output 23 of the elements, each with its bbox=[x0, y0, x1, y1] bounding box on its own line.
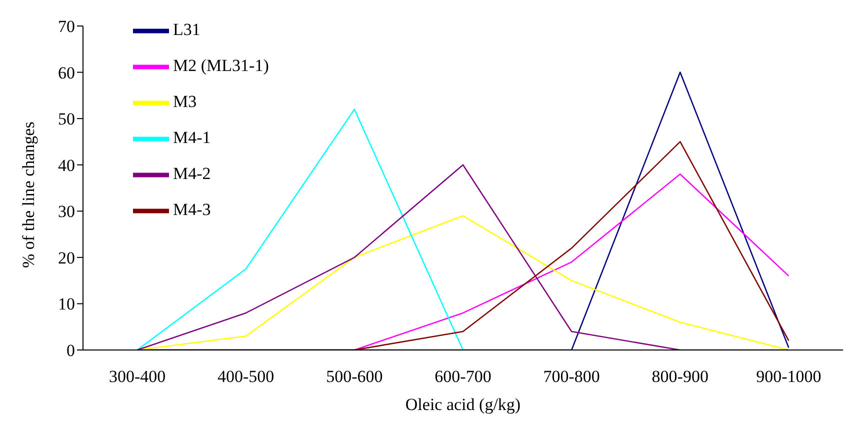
y-tick-label: 40 bbox=[58, 156, 75, 175]
x-tick-label: 900-1000 bbox=[756, 367, 822, 386]
x-tick-label: 600-700 bbox=[434, 367, 492, 386]
x-tick-label: 500-600 bbox=[326, 367, 383, 386]
y-tick-label: 10 bbox=[58, 294, 75, 314]
y-tick-label: 30 bbox=[58, 202, 75, 222]
legend-label: M2 (ML31-1) bbox=[173, 56, 269, 75]
x-tick-label: 700-800 bbox=[543, 367, 600, 386]
x-tick-label: 300-400 bbox=[108, 367, 166, 386]
y-axis-title: % of the line changes bbox=[19, 122, 38, 268]
y-tick-label: 20 bbox=[58, 248, 75, 268]
legend-label: L31 bbox=[173, 20, 200, 39]
legend-label: M4-2 bbox=[173, 164, 211, 183]
x-tick-label: 800-900 bbox=[652, 367, 708, 386]
legend-label: M4-3 bbox=[173, 200, 211, 219]
y-tick-label: 0 bbox=[66, 341, 75, 360]
legend-label: M4-1 bbox=[173, 128, 211, 147]
legend-label: M3 bbox=[173, 92, 197, 111]
y-tick-label: 50 bbox=[58, 110, 75, 129]
y-tick-label: 70 bbox=[58, 17, 75, 36]
x-tick-label: 400-500 bbox=[218, 367, 274, 386]
y-tick-label: 60 bbox=[58, 63, 75, 82]
x-axis-title: Oleic acid (g/kg) bbox=[405, 395, 521, 414]
